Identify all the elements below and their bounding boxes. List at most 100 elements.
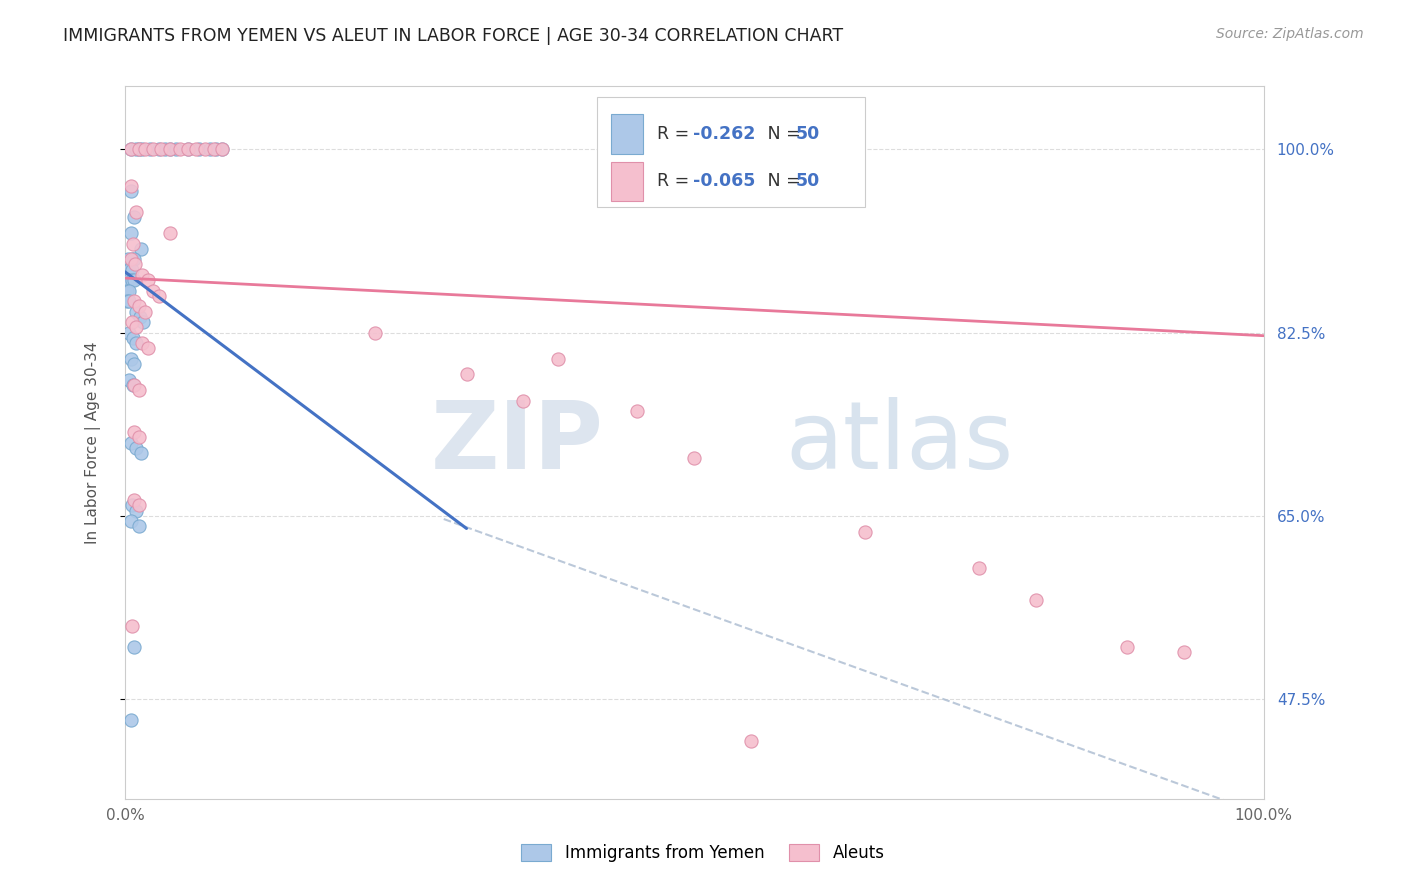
Point bbox=[136, 273, 159, 287]
Point bbox=[120, 514, 142, 528]
Point bbox=[121, 619, 143, 633]
Point bbox=[125, 142, 148, 156]
Point bbox=[967, 561, 990, 575]
Point bbox=[122, 378, 145, 392]
Text: R =: R = bbox=[657, 125, 695, 143]
Point bbox=[120, 351, 142, 366]
Point bbox=[132, 315, 155, 329]
Point bbox=[547, 351, 569, 366]
Point bbox=[159, 142, 181, 156]
Text: IMMIGRANTS FROM YEMEN VS ALEUT IN LABOR FORCE | AGE 30-34 CORRELATION CHART: IMMIGRANTS FROM YEMEN VS ALEUT IN LABOR … bbox=[63, 27, 844, 45]
Point bbox=[153, 142, 176, 156]
Point bbox=[159, 142, 181, 156]
Point bbox=[187, 142, 209, 156]
Point bbox=[120, 226, 142, 240]
Point bbox=[134, 142, 156, 156]
Point bbox=[122, 357, 145, 371]
Point bbox=[139, 142, 162, 156]
Point bbox=[131, 142, 153, 156]
Point bbox=[122, 425, 145, 439]
Point bbox=[128, 142, 150, 156]
Point bbox=[120, 713, 142, 727]
Point bbox=[115, 284, 138, 298]
Point bbox=[1173, 645, 1195, 659]
Point bbox=[159, 226, 181, 240]
Point bbox=[128, 519, 150, 533]
Point bbox=[131, 268, 153, 282]
Point bbox=[129, 242, 152, 256]
Point bbox=[122, 273, 145, 287]
Point bbox=[121, 262, 143, 277]
Point bbox=[184, 142, 207, 156]
Point bbox=[125, 503, 148, 517]
Point bbox=[626, 404, 648, 418]
Point bbox=[122, 236, 145, 251]
Point bbox=[115, 273, 138, 287]
Text: ZIP: ZIP bbox=[430, 397, 603, 489]
Text: N =: N = bbox=[751, 125, 807, 143]
Point bbox=[134, 304, 156, 318]
Text: R =: R = bbox=[657, 172, 695, 190]
Point bbox=[120, 184, 142, 198]
Point bbox=[512, 393, 534, 408]
Point bbox=[797, 142, 820, 156]
Point bbox=[1116, 640, 1139, 654]
Point bbox=[120, 142, 142, 156]
Point bbox=[169, 142, 191, 156]
Point bbox=[128, 499, 150, 513]
Point bbox=[125, 441, 148, 455]
Point bbox=[124, 257, 146, 271]
Point bbox=[176, 142, 198, 156]
FancyBboxPatch shape bbox=[598, 97, 865, 208]
Point bbox=[211, 142, 233, 156]
Text: -0.065: -0.065 bbox=[693, 172, 755, 190]
Point bbox=[122, 211, 145, 225]
Point bbox=[115, 262, 138, 277]
Point bbox=[131, 336, 153, 351]
Point bbox=[683, 451, 706, 466]
Point bbox=[120, 178, 142, 193]
Point bbox=[456, 368, 478, 382]
Point bbox=[194, 142, 217, 156]
Point bbox=[122, 640, 145, 654]
Point bbox=[148, 142, 170, 156]
Point bbox=[122, 252, 145, 267]
Text: N =: N = bbox=[751, 172, 807, 190]
Point bbox=[129, 446, 152, 460]
Text: 50: 50 bbox=[796, 125, 820, 143]
Point bbox=[125, 336, 148, 351]
Point bbox=[148, 289, 170, 303]
Point bbox=[176, 142, 198, 156]
Point bbox=[165, 142, 187, 156]
Point bbox=[853, 524, 876, 539]
Point bbox=[128, 310, 150, 324]
Text: atlas: atlas bbox=[786, 397, 1014, 489]
Point bbox=[118, 284, 141, 298]
Point bbox=[117, 252, 139, 267]
Point bbox=[364, 326, 387, 340]
Point bbox=[125, 320, 148, 334]
Point bbox=[118, 262, 141, 277]
Point bbox=[202, 142, 225, 156]
Point bbox=[142, 142, 165, 156]
Point bbox=[122, 378, 145, 392]
Point bbox=[1025, 592, 1047, 607]
Point bbox=[205, 142, 228, 156]
Point bbox=[136, 341, 159, 355]
Point bbox=[122, 331, 145, 345]
Point bbox=[120, 142, 142, 156]
Point bbox=[118, 273, 141, 287]
Point bbox=[125, 304, 148, 318]
Point bbox=[128, 430, 150, 444]
Text: Source: ZipAtlas.com: Source: ZipAtlas.com bbox=[1216, 27, 1364, 41]
Point bbox=[142, 284, 165, 298]
Point bbox=[122, 493, 145, 508]
Point bbox=[122, 294, 145, 309]
Point bbox=[121, 499, 143, 513]
Point bbox=[150, 142, 173, 156]
Point bbox=[121, 252, 143, 267]
Point bbox=[115, 294, 138, 309]
Bar bbox=[612, 161, 643, 201]
Bar bbox=[612, 114, 643, 153]
Point bbox=[200, 142, 222, 156]
